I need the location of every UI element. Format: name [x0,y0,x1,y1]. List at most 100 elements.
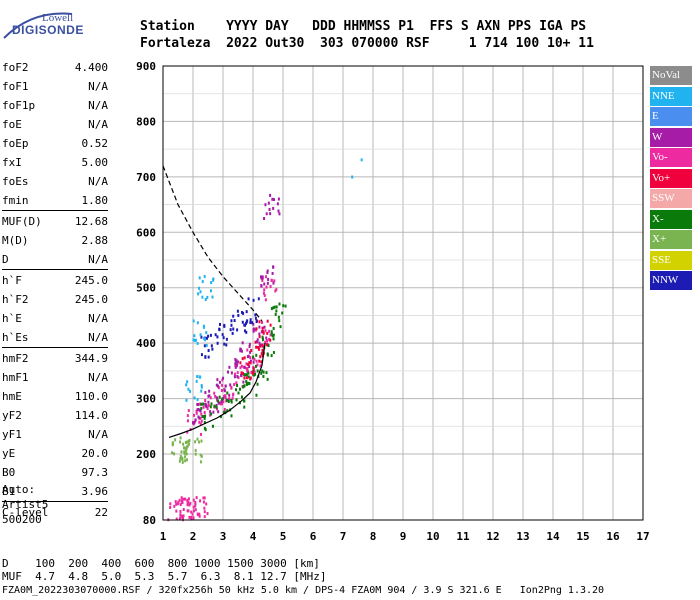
echo-point [180,500,183,504]
echo-point [202,496,205,500]
echo-point [272,306,275,310]
y-tick-label: 600 [136,226,156,239]
echo-point [230,414,233,418]
echo-point [203,506,206,510]
chart-axes: 1 2 3 4 5 6 7 8 9 10 11 12 13 14 15 16 17802003004005006… [136,60,650,543]
echo-point [256,363,259,367]
echo-point [255,393,258,397]
echo-point [180,496,183,500]
param-label: B1 [2,485,16,498]
distance-row: D 100 200 400 600 800 1000 1500 3000 [km… [2,557,320,570]
echo-point [270,307,273,311]
echo-point [265,336,268,340]
echo-point [202,500,205,504]
echo-point [174,438,177,442]
echo-point [278,212,281,216]
echo-point [231,331,234,335]
echo-point [266,353,269,357]
echo-point [215,396,218,400]
echo-point [235,388,238,392]
echo-point [201,280,204,284]
echo-point [278,319,281,323]
param-label: foF1p [2,99,36,112]
echo-point [221,397,224,401]
echo-point [251,321,254,325]
echo-point [249,359,252,363]
x-tick-label: 8 [370,530,377,543]
echo-point [243,329,246,333]
echo-point [207,403,210,407]
x-tick-label: 14 [546,530,560,543]
echo-point [188,442,191,446]
echo-point [205,343,208,347]
echo-point [204,355,207,359]
param-row: foE N/A [2,115,108,134]
echo-point [267,344,270,348]
echo-point [219,402,222,406]
echo-point [183,446,186,450]
legend-item-nnw: NNW [650,271,692,290]
ionogram-chart: 1 2 3 4 5 6 7 8 9 10 11 12 13 14 15 16 17802003004005006… [136,60,650,543]
echo-point [199,402,202,406]
echo-point [200,406,203,410]
x-tick-label: 9 [400,530,407,543]
echo-point [261,321,264,325]
echo-point [281,311,284,315]
echo-point [276,202,279,206]
echo-point [175,509,178,513]
legend-item-x-: X- [650,209,692,229]
echo-point [223,323,226,327]
echo-point [272,350,275,354]
echo-point [264,298,267,302]
echo-point [208,389,211,393]
echo-point [214,333,217,337]
param-row: foF1p N/A [2,96,108,115]
echo-point [199,499,202,503]
echo-point [199,460,202,464]
echo-point [214,394,217,398]
echo-point [194,448,197,452]
echo-point [256,338,259,342]
echo-point [261,369,264,373]
echo-point [186,380,189,384]
echo-point [236,309,239,313]
param-value: 3.96 [81,485,109,498]
param-value: N/A [88,371,108,384]
echo-point [230,386,233,390]
x-tick-label: 2 [190,530,197,543]
echo-point [216,378,219,382]
echo-point [195,411,198,415]
digisonde-logo: Lowell DIGISONDE [2,8,92,42]
echo-point [198,420,201,424]
echo-point [237,313,240,317]
param-label: yF2 [2,409,22,422]
param-label: foEp [2,137,29,150]
scaled-parameters: foF2 4.400 foF1 N/A foF1p N/A foE N/A foEp 0.52 fx… [2,58,108,522]
echo-point [171,451,174,455]
echo-point [269,193,272,197]
echo-point [249,356,252,360]
param-row: yF2 114.0 [2,406,108,425]
param-label: foF2 [2,61,29,74]
echo-point [187,387,190,391]
echo-point [202,324,205,328]
echo-point [209,289,212,293]
echo-point [218,380,221,384]
x-tick-label: 3 [220,530,227,543]
echo-point [272,337,275,341]
echo-point [178,498,181,502]
echo-point [175,517,178,521]
echo-point [236,360,239,364]
echo-point [261,329,264,333]
echo-point [203,420,206,424]
muf-row: MUF 4.7 4.8 5.0 5.3 5.7 6.3 8.1 12.7 [MH… [2,570,327,583]
echo-point [227,370,230,374]
echo-point [186,498,189,502]
echo-point [221,333,224,337]
echo-point [186,509,189,513]
echo-point [247,354,250,358]
echo-point [234,365,237,369]
echo-point [200,385,203,389]
echo-point [200,389,203,393]
echo-point [269,212,272,216]
